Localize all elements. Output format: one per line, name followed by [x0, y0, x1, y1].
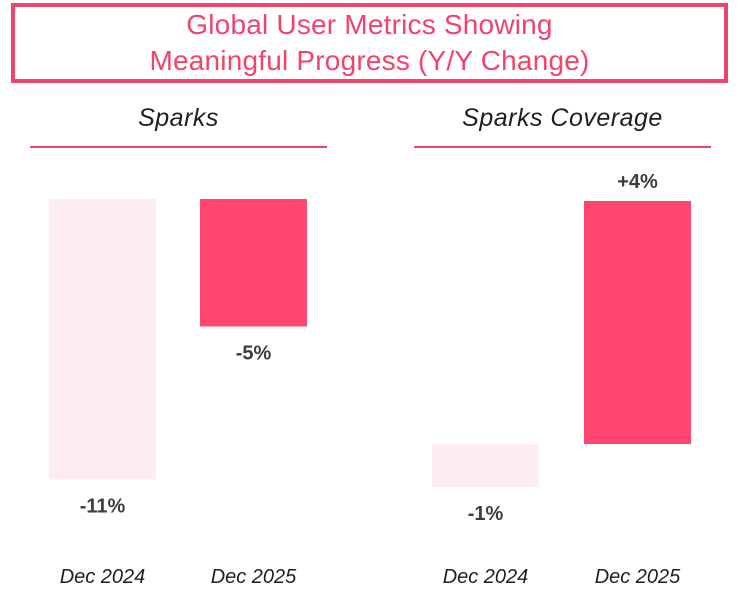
sparks-coverage-title-rule: [414, 146, 711, 148]
sparks-coverage-value-label: +4%: [617, 171, 658, 193]
sparks-coverage-bar-dec-2025: [584, 201, 691, 444]
sparks-value-label: -11%: [80, 496, 126, 518]
sparks-coverage-category-label: Dec 2024: [443, 566, 529, 588]
title-box: Global User Metrics Showing Meaningful P…: [11, 3, 728, 83]
sparks-coverage-chart-title: Sparks Coverage: [462, 104, 663, 132]
sparks-title-rule: [30, 146, 327, 148]
sparks-coverage-value-label: -1%: [468, 503, 504, 525]
sparks-category-label: Dec 2025: [211, 566, 297, 588]
sparks-bar-dec-2025: [200, 199, 307, 327]
sparks-coverage-bar-dec-2024: [432, 444, 539, 487]
page-title-line-2: Meaningful Progress (Y/Y Change): [149, 45, 590, 76]
sparks-category-label: Dec 2024: [60, 566, 146, 588]
page-title-line-1: Global User Metrics Showing: [186, 9, 553, 40]
sparks-coverage-category-label: Dec 2025: [595, 566, 681, 588]
sparks-value-label: -5%: [236, 343, 272, 365]
sparks-chart-title: Sparks: [138, 104, 219, 132]
page-title: Global User Metrics Showing Meaningful P…: [15, 7, 724, 79]
sparks-bar-dec-2024: [49, 199, 156, 480]
